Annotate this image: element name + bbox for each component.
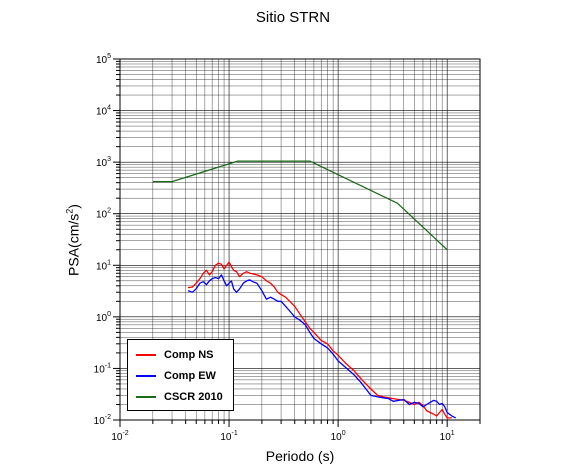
y-tick-label: 10-1 bbox=[94, 362, 111, 375]
series-line-cscr-2010 bbox=[152, 160, 448, 251]
y-tick-label: 104 bbox=[96, 105, 111, 118]
y-tick-label: 10-2 bbox=[94, 414, 111, 427]
y-axis-label: PSA(cm/s2) bbox=[65, 204, 82, 276]
legend-label-comp-ns: Comp NS bbox=[164, 349, 214, 361]
y-axis-label-close: ) bbox=[65, 204, 82, 209]
legend-label-comp-ew: Comp EW bbox=[164, 370, 216, 382]
legend-label-cscr-2010: CSCR 2010 bbox=[164, 391, 223, 403]
x-tick-label: 100 bbox=[331, 430, 346, 443]
y-tick-label: 100 bbox=[96, 311, 111, 324]
chart-title: Sitio STRN bbox=[255, 9, 331, 26]
x-tick-label: 10-2 bbox=[111, 430, 128, 443]
legend-swatch-cscr-2010 bbox=[136, 396, 156, 398]
chart-grid bbox=[119, 58, 481, 421]
series-line-comp-ew bbox=[187, 274, 457, 419]
y-tick-label: 105 bbox=[96, 53, 111, 66]
axis-ticks: 10-2 10-1 100 101 10-2 10-1 100 101 102 103 104 105 bbox=[94, 53, 481, 443]
legend-item-cscr-2010: CSCR 2010 bbox=[136, 388, 223, 406]
x-tick-label: 10-1 bbox=[220, 430, 237, 443]
legend-item-comp-ew: Comp EW bbox=[136, 367, 216, 385]
legend: Comp NS Comp EW CSCR 2010 bbox=[127, 339, 234, 411]
legend-swatch-comp-ns bbox=[136, 354, 156, 356]
legend-swatch-comp-ew bbox=[136, 375, 156, 377]
legend-item-comp-ns: Comp NS bbox=[136, 346, 214, 364]
x-axis-label: Periodo (s) bbox=[265, 448, 335, 464]
y-tick-label: 103 bbox=[96, 156, 111, 169]
y-axis-label-base: PSA(cm/s bbox=[65, 213, 82, 276]
y-tick-label: 102 bbox=[96, 208, 111, 221]
x-tick-label: 101 bbox=[440, 430, 455, 443]
y-axis-label-exponent: 2 bbox=[64, 208, 75, 214]
y-tick-label: 101 bbox=[96, 259, 111, 272]
chart-series-layer bbox=[152, 160, 457, 419]
plot-frame bbox=[119, 58, 481, 421]
